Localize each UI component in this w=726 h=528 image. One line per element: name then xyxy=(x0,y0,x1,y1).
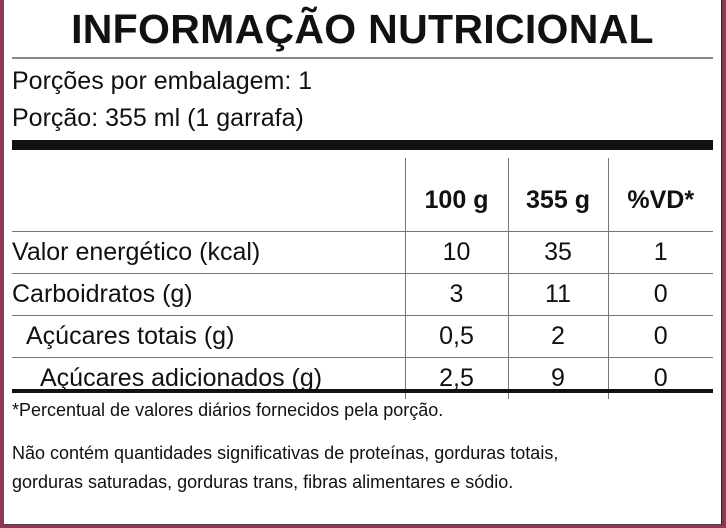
table-header: 100 g 355 g %VD* xyxy=(12,158,713,232)
header-empty xyxy=(12,158,405,232)
value-vd: 0 xyxy=(607,315,713,358)
servings-per-package: Porções por embalagem: 1 xyxy=(12,67,313,95)
divider xyxy=(12,57,713,59)
table-row: Açúcares totais (g) 0,5 2 0 xyxy=(12,315,713,358)
row-label: Valor energético (kcal) xyxy=(12,231,405,274)
value-355g: 35 xyxy=(507,231,608,274)
value-355g: 2 xyxy=(507,315,608,358)
thick-divider-bottom xyxy=(12,389,713,393)
row-label: Carboidratos (g) xyxy=(12,273,405,316)
value-vd: 0 xyxy=(607,273,713,316)
serving-size: Porção: 355 ml (1 garrafa) xyxy=(12,104,304,132)
value-vd: 1 xyxy=(607,231,713,274)
note-line-2: gorduras saturadas, gorduras trans, fibr… xyxy=(12,472,514,492)
value-100g: 0,5 xyxy=(404,315,508,358)
value-100g: 3 xyxy=(404,273,508,316)
table-row: Valor energético (kcal) 10 35 1 xyxy=(12,231,713,274)
header-355g: 355 g xyxy=(507,158,608,232)
value-355g: 11 xyxy=(507,273,608,316)
table-row: Carboidratos (g) 3 11 0 xyxy=(12,273,713,316)
row-label: Açúcares totais (g) xyxy=(12,315,405,358)
footnote: *Percentual de valores diários fornecido… xyxy=(12,400,444,420)
nutrition-table: 100 g 355 g %VD* Valor energético (kcal)… xyxy=(12,158,713,399)
note-line-1: Não contém quantidades significativas de… xyxy=(12,443,559,463)
header-vd: %VD* xyxy=(607,158,713,232)
value-100g: 10 xyxy=(404,231,508,274)
label-title: INFORMAÇÃO NUTRICIONAL xyxy=(71,6,654,52)
header-100g: 100 g xyxy=(404,158,508,232)
thick-divider xyxy=(12,140,713,150)
nutrition-label: INFORMAÇÃO NUTRICIONAL Porções por embal… xyxy=(4,0,722,525)
